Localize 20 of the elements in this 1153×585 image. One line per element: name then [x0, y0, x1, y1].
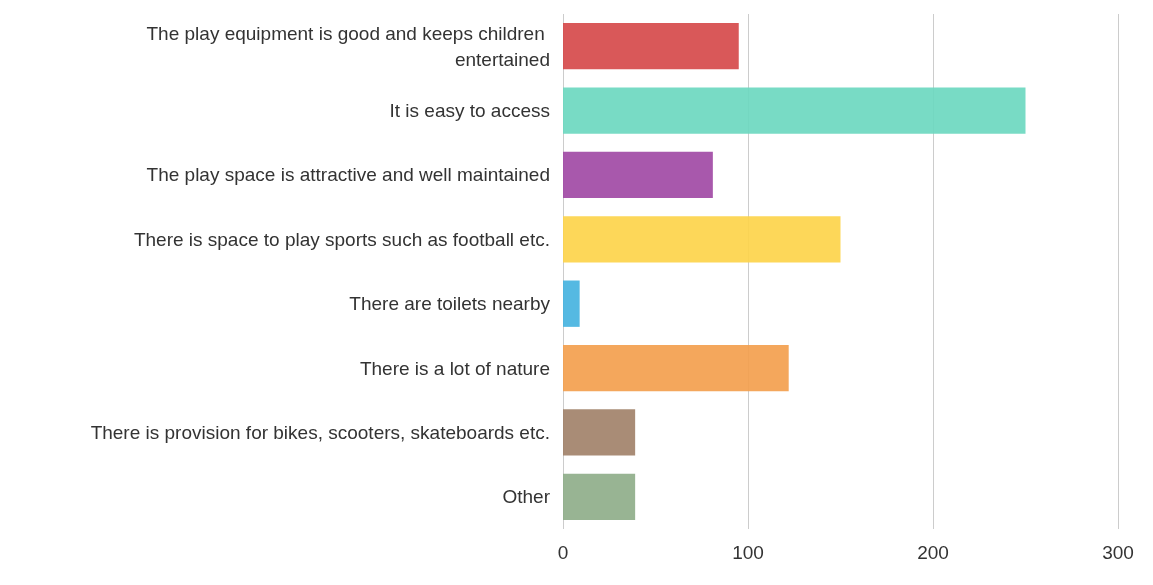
y-tick-label: Other	[502, 486, 551, 508]
bar	[563, 409, 636, 456]
bar	[563, 216, 841, 263]
y-tick-label: It is easy to access	[389, 100, 550, 122]
bar	[563, 151, 713, 199]
bar	[563, 473, 636, 520]
bar	[563, 23, 739, 70]
bar	[563, 280, 580, 327]
x-tick-label: 200	[917, 542, 949, 563]
y-tick-label: There is space to play sports such as football etc.	[133, 228, 550, 250]
bar	[563, 344, 789, 392]
y-tick-label: There is a lot of nature	[359, 357, 550, 379]
y-tick-label: There are toilets nearby	[349, 293, 551, 315]
x-tick-label: 100	[732, 542, 764, 563]
bar	[563, 87, 1026, 134]
y-tick-label: There is provision for bikes, scooters, skateboards etc.	[90, 421, 550, 443]
y-tick-label: The play space is attractive and well maintained	[146, 164, 550, 186]
x-tick-label: 300	[1102, 542, 1134, 563]
y-tick-label: The play equipment is good and keeps children entertained	[146, 22, 550, 70]
x-tick-label: 0	[557, 542, 569, 563]
